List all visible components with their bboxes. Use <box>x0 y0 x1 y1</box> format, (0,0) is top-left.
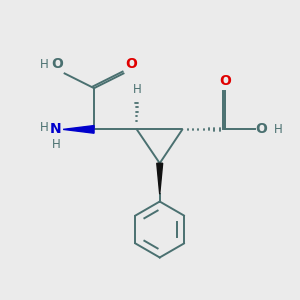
Text: H: H <box>274 123 282 136</box>
Text: H: H <box>40 58 48 71</box>
Text: N: N <box>50 122 61 136</box>
Text: H: H <box>40 121 48 134</box>
Text: O: O <box>255 122 267 136</box>
Text: O: O <box>51 57 63 71</box>
Text: O: O <box>219 74 231 88</box>
Text: H: H <box>52 138 61 151</box>
Polygon shape <box>63 126 94 133</box>
Polygon shape <box>157 163 163 194</box>
Text: O: O <box>126 57 137 71</box>
Text: H: H <box>132 83 141 96</box>
